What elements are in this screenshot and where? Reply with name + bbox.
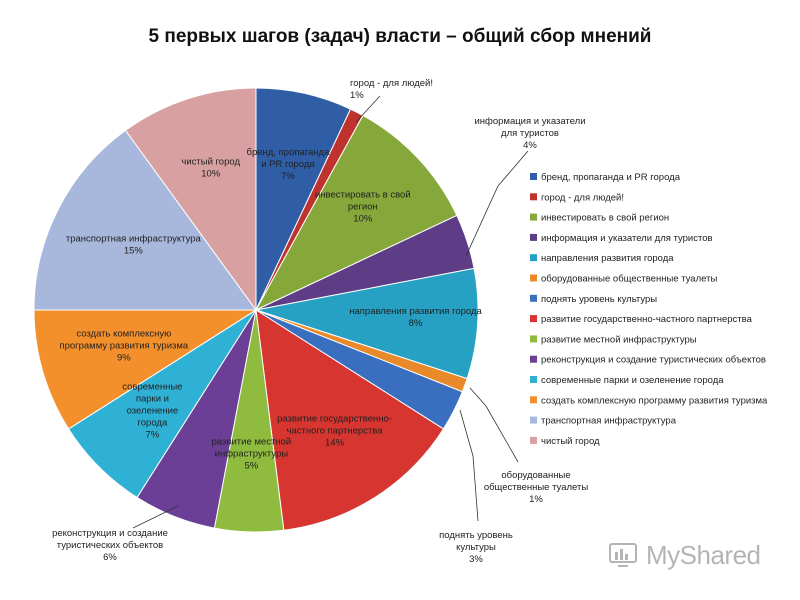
- watermark-logo-icon: [609, 543, 637, 567]
- pie-chart: бренд, пропаганда и PR города 7% город - дл…: [33, 78, 768, 565]
- legend-swatch: [530, 396, 537, 404]
- watermark: MyShared: [608, 540, 761, 570]
- legend-entry: развитие местной инфраструктуры: [541, 334, 697, 345]
- legend-swatch: [530, 335, 537, 343]
- legend-swatch: [530, 376, 537, 383]
- legend-entry: информация и указатели для туристов: [541, 233, 713, 244]
- legend-entry: чистый город: [541, 436, 600, 447]
- pie-slice: [255, 267, 479, 380]
- leader-line: [459, 409, 479, 522]
- leader-line: [469, 387, 519, 463]
- legend-swatch: [530, 315, 537, 323]
- legend-swatch: [530, 193, 537, 201]
- slice-label: город - для людей! 1%: [350, 78, 433, 101]
- leader-line: [355, 95, 381, 123]
- slice-label: бренд, пропаганда и PR города 7%: [247, 147, 331, 182]
- legend-entry: город - для людей!: [541, 192, 624, 203]
- pie-slice: [255, 309, 445, 531]
- legend-swatch: [530, 436, 537, 444]
- legend-entry: направления развития города: [541, 253, 674, 264]
- legend-entry: создать комплексную программу развития т…: [541, 395, 768, 406]
- leader-line: [465, 150, 529, 257]
- chart-title: 5 первых шагов (задач) власти – общий сб…: [148, 26, 652, 47]
- leader-line: [132, 505, 179, 529]
- legend-swatch: [530, 274, 537, 282]
- legend-entry: реконструкция и создание туристических о…: [541, 355, 766, 366]
- legend-entry: современные парки и озеленение города: [541, 375, 724, 386]
- legend-swatch: [530, 254, 537, 262]
- slice-label: инвестировать в свой регион 10%: [315, 190, 411, 225]
- legend-swatch: [530, 173, 537, 180]
- legend-swatch: [530, 294, 537, 302]
- chart-area: бренд, пропаганда и PR города 7% город - дл…: [8, 66, 800, 600]
- pie-slice: [33, 309, 258, 430]
- slice-label: современные парки и озеленение города 7%: [122, 382, 182, 441]
- pie-slice: [254, 114, 458, 312]
- legend-entry: оборудованные общественные туалеты: [541, 274, 717, 285]
- legend-entry: развитие государственно-частного партнер…: [541, 314, 753, 325]
- slice-label: развитие местной инфраструктуры 5%: [212, 436, 292, 471]
- slice-label: направления развития города 8%: [349, 306, 482, 329]
- legend-entry: инвестировать в свой регион: [541, 213, 669, 224]
- legend-entry: бренд, пропаганда и PR города: [541, 172, 681, 183]
- slice-label: чистый город 10%: [181, 157, 240, 180]
- legend-swatch: [530, 355, 537, 363]
- legend-entry: поднять уровень культуры: [541, 294, 657, 305]
- watermark-text: MyShared: [646, 539, 761, 570]
- legend-swatch: [530, 213, 537, 221]
- slice-label: транспортная инфраструктура 15%: [66, 234, 202, 257]
- pie-slice: [124, 87, 257, 312]
- slice-label: оборудованные общественные туалеты 1%: [484, 470, 589, 505]
- slice-label: создать комплексную программу развития ту…: [59, 328, 188, 363]
- legend-entry: транспортная инфраструктура: [541, 416, 677, 427]
- legend-swatch: [530, 233, 537, 241]
- slice-label: развитие государственно-частного партнер…: [277, 414, 392, 449]
- slice-label: информация и указатели для туристов 4%: [474, 116, 585, 151]
- legend-swatch: [530, 416, 537, 424]
- pie-slice: [33, 129, 257, 311]
- slice-label: реконструкция и создание туристических об…: [52, 528, 168, 563]
- slice-label: поднять уровень культуры 3%: [439, 530, 513, 565]
